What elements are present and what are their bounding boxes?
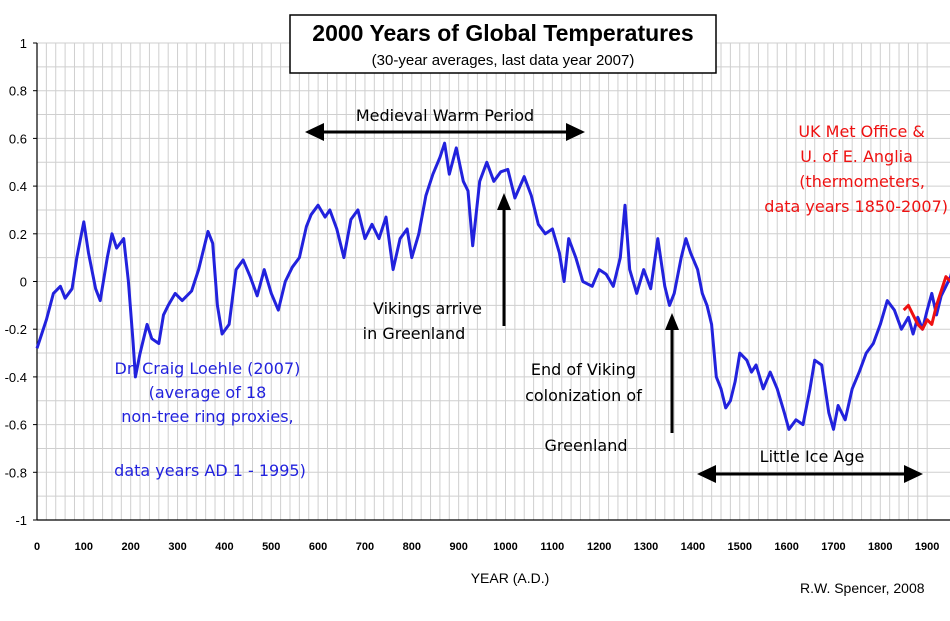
x-axis-title: YEAR (A.D.) [471, 570, 550, 586]
vikings-arrive-label: Vikings arrive in Greenland [363, 299, 487, 343]
loehle-line-2: (average of 18 [149, 383, 267, 402]
hadcrut-line-3: (thermometers, [799, 172, 925, 191]
lia-arrow [697, 465, 923, 483]
vikings-arrive-line-2: in Greenland [363, 324, 466, 343]
vikings-arrive-line-1: Vikings arrive [373, 299, 482, 318]
y-tick-label: 1 [20, 36, 27, 51]
loehle-line-4: data years AD 1 - 1995) [114, 461, 306, 480]
y-tick-label: 0.2 [9, 227, 27, 242]
hadcrut-line-4: data years 1850-2007) [764, 197, 948, 216]
loehle-line-1: Dr. Craig Loehle (2007) [115, 359, 301, 378]
x-tick-label: 1000 [493, 541, 517, 553]
x-tick-labels: 0 100 200 300 400 500 600 700 800 900 1000 1100 1200… [34, 541, 939, 553]
lia-label: Little Ice Age [760, 447, 865, 466]
hadcrut-label: UK Met Office & U. of E. Anglia (thermom… [764, 122, 948, 216]
y-tick-label: -0.2 [5, 322, 27, 337]
chart-subtitle: (30-year averages, last data year 2007) [372, 52, 635, 69]
y-tick-label: 0.6 [9, 131, 27, 146]
chart-title: 2000 Years of Global Temperatures [312, 20, 693, 46]
title-box [289, 14, 717, 74]
viking-end-arrow [665, 313, 679, 433]
viking-end-line-1: End of Viking [531, 360, 636, 379]
y-tick-label: -0.6 [5, 418, 27, 433]
viking-end-line-3: Greenland [545, 436, 628, 455]
mwp-arrow [305, 123, 585, 141]
x-tick-label: 600 [309, 541, 327, 553]
y-tick-labels: 1 0.8 0.6 0.4 0.2 0 -0.2 -0.4 -0.6 -0.8 -1 [5, 36, 37, 528]
x-tick-label: 1900 [915, 541, 939, 553]
x-tick-label: 1700 [821, 541, 845, 553]
hadcrut-line-2: U. of E. Anglia [800, 147, 913, 166]
gridlines [36, 42, 950, 521]
y-tick-label: 0.4 [9, 179, 27, 194]
data-series [35, 141, 950, 431]
x-tick-label: 100 [75, 541, 93, 553]
x-tick-label: 1600 [774, 541, 798, 553]
x-tick-label: 400 [215, 541, 233, 553]
loehle-line-3: non-tree ring proxies, [121, 407, 293, 426]
y-tick-label: 0.8 [9, 84, 27, 99]
y-tick-label: -0.4 [5, 370, 27, 385]
x-tick-label: 300 [168, 541, 186, 553]
hadcrut-line-1: UK Met Office & [798, 122, 925, 141]
y-tick-label: -1 [15, 513, 27, 528]
x-tick-label: 1800 [868, 541, 892, 553]
mwp-label: Medieval Warm Period [356, 106, 534, 125]
viking-end-label: End of Viking colonization of Greenland [525, 360, 647, 455]
x-tick-label: 500 [262, 541, 280, 553]
x-tick-label: 1500 [728, 541, 752, 553]
y-tick-label: -0.8 [5, 465, 27, 480]
y-tick-label: 0 [20, 275, 27, 290]
x-tick-label: 0 [34, 541, 40, 553]
x-tick-label: 200 [122, 541, 140, 553]
loehle-label: Dr. Craig Loehle (2007) (average of 18 n… [114, 359, 306, 480]
x-tick-label: 1400 [681, 541, 705, 553]
viking-end-line-2: colonization of [525, 386, 642, 405]
x-tick-label: 1100 [540, 541, 564, 553]
x-tick-label: 1200 [587, 541, 611, 553]
x-tick-label: 800 [403, 541, 421, 553]
credit-label: R.W. Spencer, 2008 [800, 580, 925, 596]
x-tick-label: 1300 [634, 541, 658, 553]
x-tick-label: 900 [449, 541, 467, 553]
series-line-hadcrut [902, 275, 950, 331]
series-line-loehle [35, 141, 950, 431]
vikings-arrive-arrow [497, 193, 511, 326]
x-tick-label: 700 [356, 541, 374, 553]
